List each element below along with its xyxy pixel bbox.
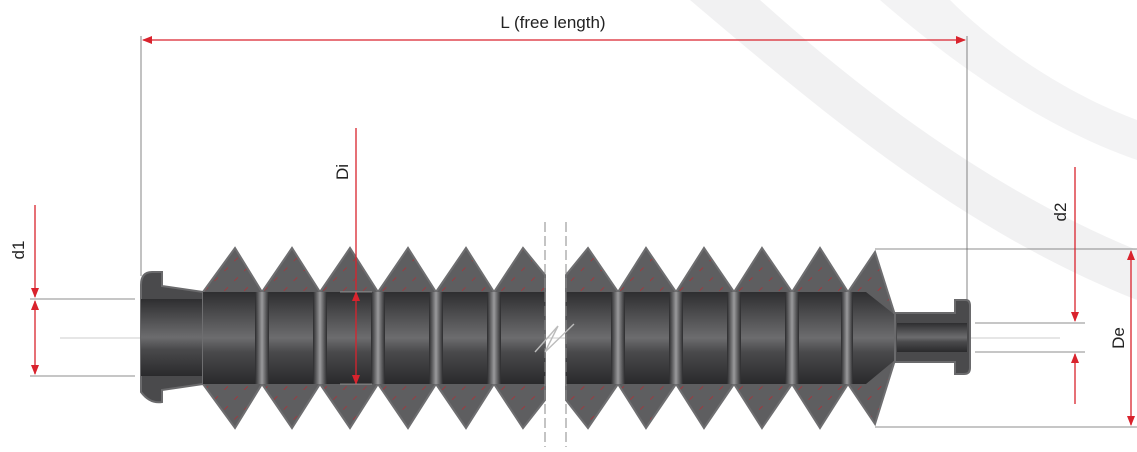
left-ribs	[255, 292, 501, 384]
dimension-Di	[340, 128, 372, 385]
bellows-right-half	[565, 246, 971, 430]
label-De: De	[1109, 327, 1128, 349]
left-cuff-bore	[141, 299, 203, 376]
right-taper	[866, 292, 895, 384]
break-marks	[534, 222, 575, 447]
bellows-left-half	[140, 246, 546, 430]
label-d1: d1	[9, 241, 28, 260]
label-Di: Di	[333, 164, 352, 180]
label-d2: d2	[1051, 203, 1070, 222]
label-length: L (free length)	[500, 13, 605, 32]
right-ribs	[611, 292, 853, 384]
right-cuff-bore	[897, 323, 967, 352]
